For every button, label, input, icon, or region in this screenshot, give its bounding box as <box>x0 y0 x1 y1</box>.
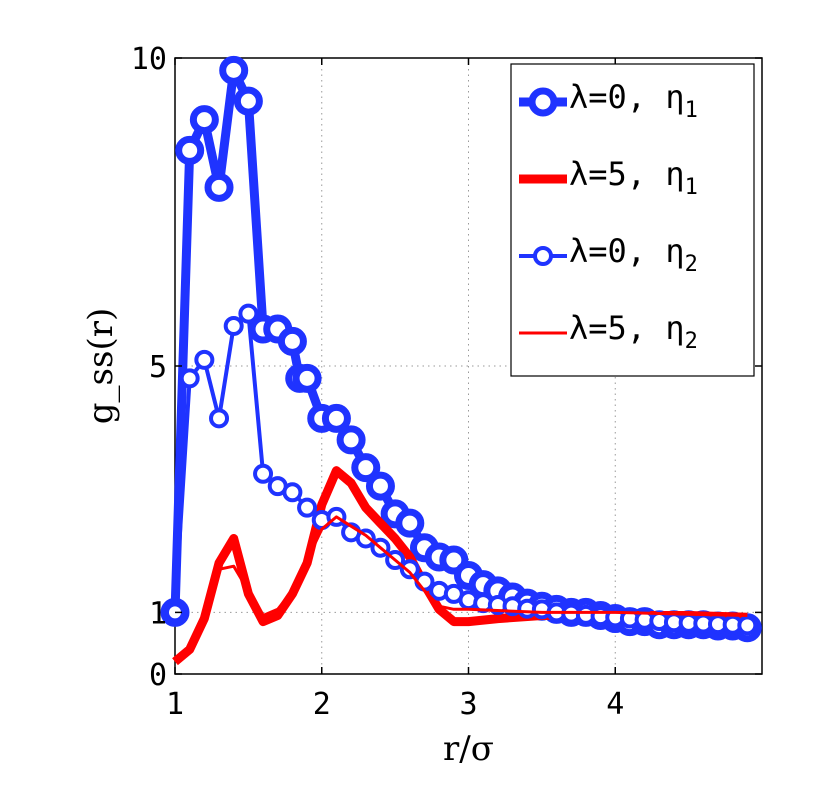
data-point <box>399 559 420 580</box>
data-point <box>194 349 215 370</box>
data-point <box>277 326 307 356</box>
y-tick-label: 0 <box>149 658 167 693</box>
data-point <box>238 303 259 324</box>
legend-entry-3: λ=0, η2 <box>519 232 698 277</box>
data-point <box>175 135 205 165</box>
data-point <box>233 86 263 116</box>
legend-label: λ=0, η2 <box>569 232 698 277</box>
y-tick-label: 10 <box>131 42 167 77</box>
series-layer <box>160 55 762 666</box>
legend: λ=0, η1 λ=5, η1 λ=0, η2 λ=5, η2 <box>510 63 755 377</box>
legend-box <box>510 63 755 377</box>
legend-swatch-marker <box>533 246 553 266</box>
x-axis-label: r/σ <box>443 729 494 769</box>
data-point <box>336 425 366 455</box>
y-axis-label: g_ss(r) <box>81 308 121 424</box>
legend-label: λ=5, η1 <box>569 155 698 200</box>
data-point <box>179 368 200 389</box>
data-point <box>292 363 322 393</box>
series-2 <box>172 466 748 666</box>
x-tick-label: 4 <box>606 687 624 722</box>
legend-swatch-marker <box>528 87 558 117</box>
data-point <box>219 55 249 85</box>
series-4 <box>174 515 748 660</box>
data-point <box>253 463 274 484</box>
legend-entry-4: λ=5, η2 <box>519 309 698 354</box>
x-tick-label: 1 <box>166 687 184 722</box>
legend-entry-2: λ=5, η1 <box>519 155 698 200</box>
data-point <box>189 105 219 135</box>
series-3 <box>165 303 758 636</box>
x-tick-label: 3 <box>459 687 477 722</box>
data-point <box>223 315 244 336</box>
data-point <box>395 508 425 538</box>
data-point <box>297 497 318 518</box>
legend-label: λ=0, η1 <box>569 78 698 123</box>
y-tick-label: 1 <box>149 596 167 631</box>
series-line <box>174 515 748 660</box>
legend-label: λ=5, η2 <box>569 309 698 354</box>
data-point <box>204 172 234 202</box>
data-point <box>365 471 395 501</box>
data-point <box>351 453 381 483</box>
data-point <box>209 408 230 429</box>
data-point <box>321 403 351 433</box>
series-line <box>172 466 748 666</box>
legend-entry-1: λ=0, η1 <box>519 78 698 123</box>
data-point <box>282 482 303 503</box>
data-point <box>737 615 758 636</box>
x-tick-label: 2 <box>313 687 331 722</box>
y-tick-label: 5 <box>149 350 167 385</box>
